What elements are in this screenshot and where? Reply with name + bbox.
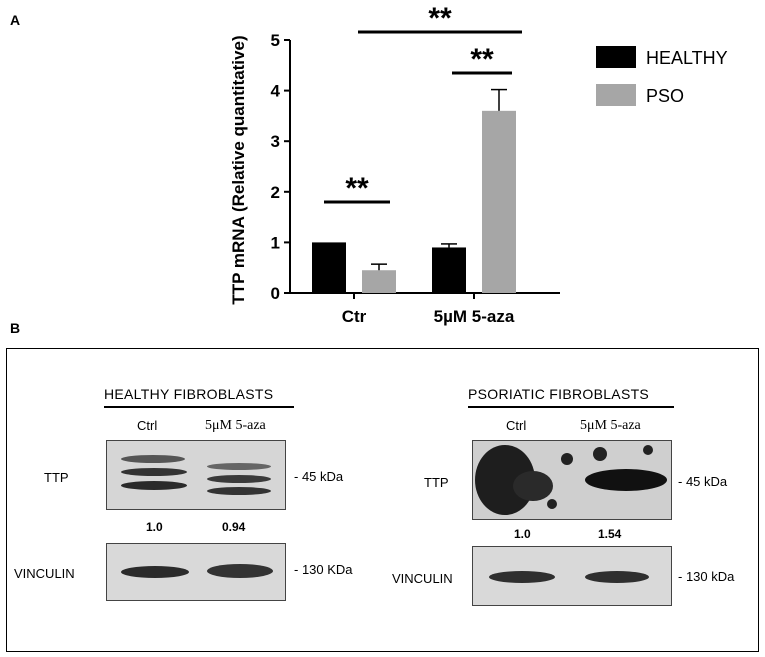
significance-label: ** bbox=[345, 172, 369, 205]
band bbox=[207, 463, 271, 470]
psoriatic-ratio-5aza: 1.54 bbox=[598, 527, 622, 541]
band bbox=[513, 471, 553, 501]
band bbox=[643, 445, 653, 455]
y-tick-label: 1 bbox=[271, 233, 280, 252]
bar-pso-1 bbox=[482, 110, 516, 293]
psoriatic-ttp-blot bbox=[472, 440, 672, 520]
healthy-ratio-5aza: 0.94 bbox=[222, 520, 246, 534]
healthy-vinculin-label: VINCULIN bbox=[14, 566, 75, 581]
healthy-lane-ctrl: Ctrl bbox=[137, 418, 158, 433]
bar-pso-0 bbox=[362, 270, 396, 293]
psoriatic-ratio-ctrl: 1.0 bbox=[514, 527, 531, 541]
panel-a-label: A bbox=[10, 12, 21, 28]
legend-swatch-pso bbox=[596, 84, 636, 106]
y-tick-label: 5 bbox=[271, 31, 280, 50]
x-tick-label: 5µM 5-aza bbox=[434, 307, 515, 326]
band bbox=[121, 455, 185, 463]
panel-b-label: B bbox=[10, 320, 21, 336]
significance-label: ** bbox=[428, 2, 452, 35]
band bbox=[593, 447, 607, 461]
band bbox=[585, 571, 649, 583]
healthy-ttp-mw: - 45 kDa bbox=[294, 469, 344, 484]
x-tick-label: Ctr bbox=[342, 307, 367, 326]
significance-label: ** bbox=[470, 43, 494, 76]
psoriatic-lane-ctrl: Ctrl bbox=[506, 418, 527, 433]
psoriatic-ttp-label: TTP bbox=[424, 475, 449, 490]
healthy-title-rule bbox=[104, 406, 294, 408]
band bbox=[121, 566, 189, 578]
psoriatic-vinculin-blot bbox=[472, 546, 672, 606]
band bbox=[207, 475, 271, 483]
psoriatic-title-rule bbox=[468, 406, 674, 408]
band bbox=[121, 468, 187, 476]
legend-swatch-healthy bbox=[596, 46, 636, 68]
bar-healthy-0 bbox=[312, 242, 346, 293]
bar-chart: TTP mRNA (Relative quantitative) 0 1 2 3 4 5 C… bbox=[229, 2, 728, 326]
healthy-lane-5aza: 5μM 5-aza bbox=[205, 418, 266, 433]
healthy-vinculin-mw: - 130 KDa bbox=[294, 562, 353, 577]
healthy-vinculin-blot bbox=[106, 543, 286, 601]
healthy-ttp-blot bbox=[106, 440, 286, 510]
bar-healthy-1 bbox=[432, 247, 466, 293]
band bbox=[489, 571, 555, 583]
y-tick-label: 3 bbox=[271, 132, 280, 151]
legend-label-healthy: HEALTHY bbox=[646, 48, 728, 68]
healthy-blot-title: HEALTHY FIBROBLASTS bbox=[104, 386, 274, 402]
band bbox=[207, 487, 271, 495]
band bbox=[547, 499, 557, 509]
y-tick-label: 0 bbox=[271, 284, 280, 303]
legend-label-pso: PSO bbox=[646, 86, 684, 106]
y-tick-label: 2 bbox=[271, 183, 280, 202]
band bbox=[585, 469, 667, 491]
band bbox=[561, 453, 573, 465]
healthy-ttp-label: TTP bbox=[44, 470, 69, 485]
psoriatic-ttp-mw: - 45 kDa bbox=[678, 474, 728, 489]
psoriatic-vinculin-mw: - 130 kDa bbox=[678, 569, 735, 584]
band bbox=[207, 564, 273, 578]
psoriatic-vinculin-label: VINCULIN bbox=[392, 571, 453, 586]
healthy-ratio-ctrl: 1.0 bbox=[146, 520, 163, 534]
psoriatic-blot-title: PSORIATIC FIBROBLASTS bbox=[468, 386, 650, 402]
band bbox=[121, 481, 187, 490]
y-axis-label: TTP mRNA (Relative quantitative) bbox=[229, 35, 248, 304]
psoriatic-lane-5aza: 5μM 5-aza bbox=[580, 418, 641, 433]
western-blot-panel bbox=[6, 348, 759, 652]
y-tick-label: 4 bbox=[271, 82, 281, 101]
